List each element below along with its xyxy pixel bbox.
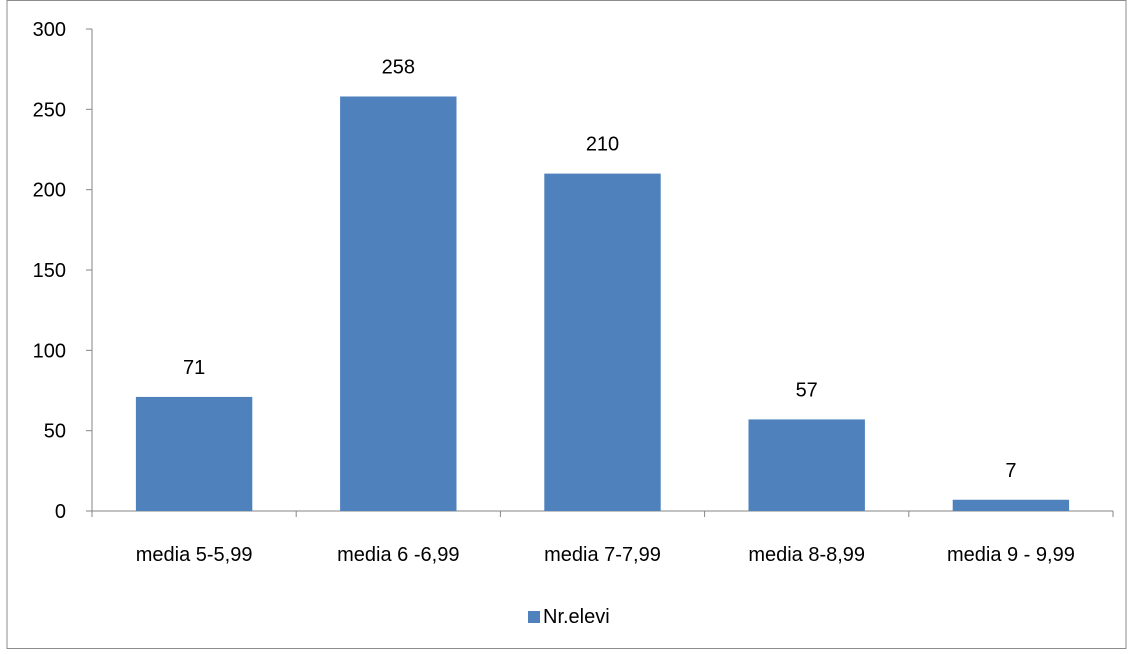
y-tick-label: 0: [55, 501, 66, 523]
y-tick-label: 150: [33, 260, 66, 282]
bar: [952, 499, 1070, 511]
data-label: 258: [382, 56, 415, 78]
bar: [544, 173, 661, 511]
x-tick-label: media 5-5,99: [136, 544, 253, 566]
data-label: 57: [796, 379, 818, 401]
y-tick-label: 100: [33, 340, 66, 362]
bar: [340, 96, 457, 511]
y-tick-label: 200: [33, 180, 66, 202]
data-label: 7: [1005, 460, 1016, 482]
x-tick-label: media 9 - 9,99: [947, 544, 1075, 566]
y-tick-label: 50: [44, 421, 66, 443]
x-tick-label: media 6 -6,99: [337, 544, 459, 566]
bars: [135, 96, 1070, 511]
data-label: 210: [586, 134, 619, 156]
y-axis: 0 50 100 150 200 250 300: [33, 19, 93, 523]
bar: [748, 419, 865, 511]
legend-label: Nr.elevi: [543, 606, 610, 628]
bar: [135, 396, 253, 511]
legend: Nr.elevi: [528, 606, 610, 628]
x-tick-label: media 8-8,99: [748, 544, 865, 566]
y-tick-label: 300: [33, 19, 66, 41]
legend-swatch: [528, 611, 540, 623]
data-label: 71: [183, 357, 205, 379]
data-labels: 71 258 210 57 7: [183, 56, 1016, 481]
y-tick-label: 250: [33, 99, 66, 121]
x-tick-label: media 7-7,99: [544, 544, 661, 566]
